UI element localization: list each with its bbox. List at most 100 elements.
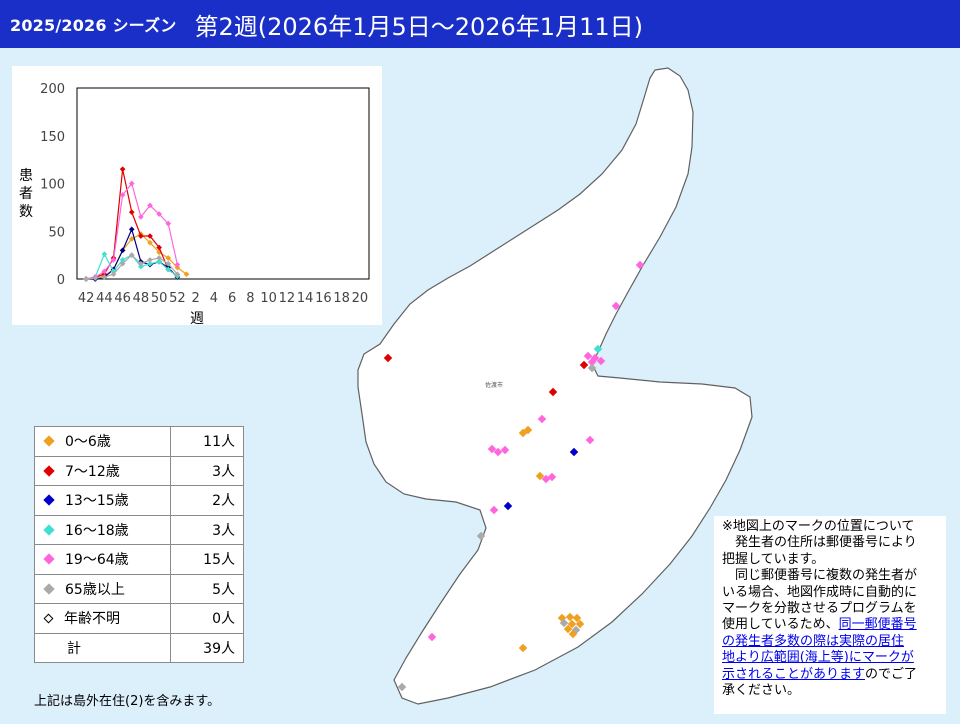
patient-chart-panel: 0 50 100 150 200 42 44 46 48 50 52 2 4 6 8 10 12 14 16 18 20… xyxy=(12,66,382,327)
legend-label: 16〜18歳 xyxy=(65,522,129,539)
note-text: 使用しているため、 xyxy=(722,617,839,633)
x-tick-label: 4 xyxy=(210,291,218,306)
y-tick-label: 200 xyxy=(40,82,65,97)
island-shape xyxy=(357,67,753,705)
x-tick-label: 12 xyxy=(279,291,296,306)
legend-row: 19〜64歳 15人 xyxy=(34,544,244,575)
series-point xyxy=(101,268,108,275)
legend-total-count: 39人 xyxy=(170,632,244,663)
island-map: 佐渡市 xyxy=(330,62,760,724)
legend-count: 2人 xyxy=(170,485,244,516)
note-link[interactable]: の発生者多数の際は実際の居住 xyxy=(722,633,905,649)
legend-label-cell: 7〜12歳 xyxy=(34,455,171,486)
note-line: ※地図上のマークの位置について xyxy=(722,519,915,534)
x-tick-label: 52 xyxy=(169,291,186,306)
age-group-legend-table: 0〜6歳 11人 7〜12歳 3人 13〜15歳 2人 16〜18歳 3人 19〜64歳 15人 6… xyxy=(34,426,244,663)
legend-row: 13〜15歳 2人 xyxy=(34,485,244,516)
note-line: 同じ郵便番号に複数の発生者が xyxy=(735,568,918,584)
legend-count: 15人 xyxy=(170,544,244,575)
legend-count: 11人 xyxy=(170,426,244,457)
series-point xyxy=(165,255,172,261)
x-tick-label: 48 xyxy=(133,291,150,306)
legend-label-cell: 0〜6歳 xyxy=(34,426,171,457)
x-tick-label: 14 xyxy=(297,291,314,306)
map-note: ※地図上のマークの位置について 発生者の住所は郵便番号により 把握しています。 … xyxy=(714,516,946,714)
note-link[interactable]: 示されることがあります xyxy=(722,666,866,682)
legend-count: 3人 xyxy=(170,455,244,486)
island-map-svg: 佐渡市 xyxy=(357,67,753,705)
x-tick-label: 44 xyxy=(96,291,113,306)
x-tick-label: 2 xyxy=(191,291,199,306)
note-line: 示されることがありますのでご了 xyxy=(722,667,940,683)
series-point xyxy=(138,263,144,270)
legend-label: 13〜15歳 xyxy=(65,493,129,510)
week-title: 第2週(2026年1月5日〜2026年1月11日) xyxy=(194,12,643,41)
note-link[interactable]: 地より広範囲(海上等)にマークが xyxy=(722,650,914,666)
note-line: 発生者の住所は郵便番号により xyxy=(735,535,917,551)
diamond-icon xyxy=(43,494,55,506)
hollow-diamond-icon xyxy=(43,613,54,624)
x-tick-label: 18 xyxy=(333,291,350,306)
y-axis-label-char: 者 xyxy=(19,186,33,202)
note-line: 把握しています。 xyxy=(722,551,825,567)
case-marker xyxy=(383,353,393,363)
diamond-icon xyxy=(43,524,55,536)
legend-label: 年齢不明 xyxy=(64,611,120,628)
case-marker xyxy=(493,447,503,457)
note-link[interactable]: 同一郵便番号 xyxy=(838,617,917,633)
x-tick-label: 42 xyxy=(78,291,95,306)
note-line: の発生者多数の際は実際の居住 xyxy=(722,634,940,650)
legend-row: 7〜12歳 3人 xyxy=(34,455,244,486)
series-point xyxy=(156,255,162,261)
legend-count: 5人 xyxy=(170,573,244,604)
legend-row: 年齢不明 0人 xyxy=(34,603,244,634)
case-marker xyxy=(500,445,510,455)
x-tick-label: 10 xyxy=(260,291,277,306)
note-line: マークを分散させるプログラムを xyxy=(722,601,917,617)
case-marker xyxy=(503,501,513,511)
x-tick-label: 50 xyxy=(151,291,168,306)
y-tick-label: 0 xyxy=(57,273,65,288)
diamond-icon xyxy=(43,583,55,595)
diamond-icon xyxy=(43,435,55,447)
legend-label: 7〜12歳 xyxy=(65,463,120,480)
note-line: 承ください。 xyxy=(722,683,801,699)
series-point xyxy=(174,261,181,268)
x-tick-label: 46 xyxy=(114,291,131,306)
x-axis-label: 週 xyxy=(190,311,204,325)
diamond-icon xyxy=(43,553,55,565)
legend-label: 65歳以上 xyxy=(65,581,125,598)
note-line: 地より広範囲(海上等)にマークが xyxy=(722,650,940,666)
legend-label-cell: 16〜18歳 xyxy=(34,514,171,545)
legend-row: 0〜6歳 11人 xyxy=(34,426,244,457)
legend-count: 0人 xyxy=(170,603,244,634)
note-line: 使用しているため、同一郵便番号 xyxy=(722,617,940,633)
legend-row: 65歳以上 5人 xyxy=(34,573,244,604)
legend-label-cell: 13〜15歳 xyxy=(34,485,171,516)
series-point xyxy=(165,266,172,273)
y-tick-label: 50 xyxy=(48,225,65,240)
footnote: 上記は島外在住(2)を含みます。 xyxy=(34,694,221,709)
title-bar: 2025/2026 シーズン 第2週(2026年1月5日〜2026年1月11日) xyxy=(0,0,960,48)
x-tick-label: 6 xyxy=(228,291,236,306)
legend-row: 16〜18歳 3人 xyxy=(34,514,244,545)
series-point xyxy=(174,264,181,271)
y-tick-label: 100 xyxy=(40,178,65,193)
legend-label-cell: 19〜64歳 xyxy=(34,544,171,575)
note-text: のでご了 xyxy=(865,666,918,682)
season-title: 2025/2026 シーズン xyxy=(10,16,177,35)
city-label: 佐渡市 xyxy=(485,381,503,389)
y-axis-label-char: 患 xyxy=(19,168,33,184)
case-marker xyxy=(487,444,497,454)
x-tick-label: 16 xyxy=(315,291,332,306)
series-point xyxy=(92,275,99,281)
legend-total-label: 計 xyxy=(34,632,171,663)
legend-label-cell: 年齢不明 xyxy=(34,603,171,634)
y-axis-label-char: 数 xyxy=(19,204,33,220)
legend-count: 3人 xyxy=(170,514,244,545)
legend-total-row: 計 39人 xyxy=(34,632,244,663)
legend-label: 0〜6歳 xyxy=(65,434,111,451)
legend-label: 19〜64歳 xyxy=(65,552,129,569)
y-tick-label: 150 xyxy=(40,130,65,145)
